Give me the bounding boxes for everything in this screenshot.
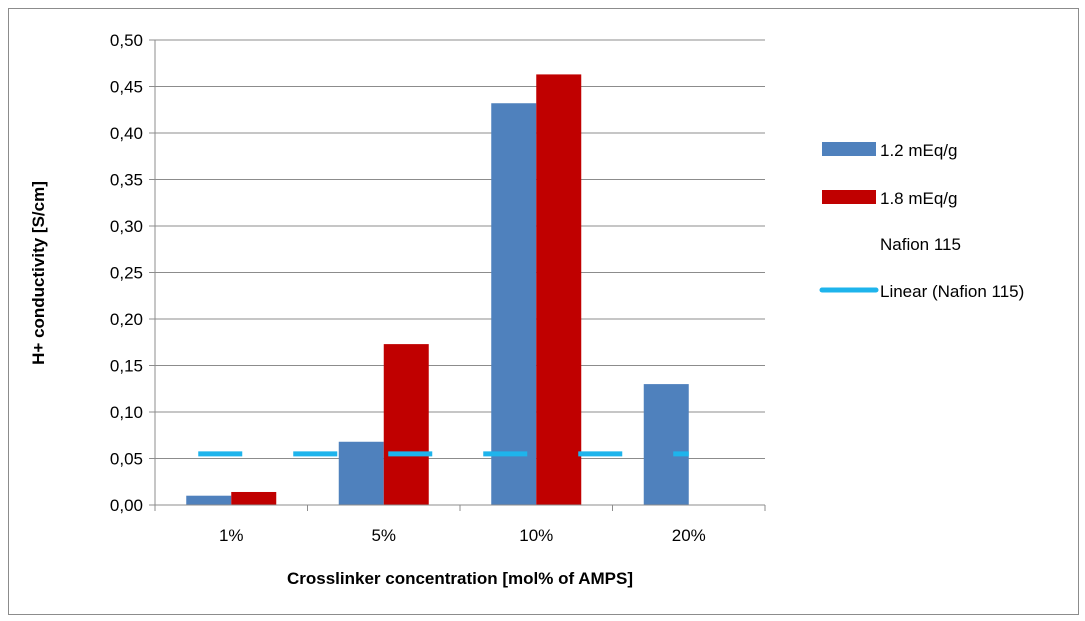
y-tick-label: 0,10 [110, 403, 143, 422]
y-tick-labels: 0,00 0,05 0,10 0,15 0,20 0,25 0,30 0,35 0,40 0,45… [110, 31, 143, 515]
legend: 1.2 mEq/g 1.8 mEq/g Nafion 115 Linear (N… [819, 141, 1024, 301]
y-axis-title: H+ conductivity [S/cm] [29, 181, 48, 365]
x-axis-title: Crosslinker concentration [mol% of AMPS] [287, 569, 633, 588]
x-tick-label: 10% [519, 526, 553, 545]
legend-swatch-1-8-meq [822, 190, 876, 204]
legend-label-linear-nafion: Linear (Nafion 115) [880, 282, 1024, 301]
bar [536, 74, 582, 505]
y-tick-label: 0,20 [110, 310, 143, 329]
legend-label-1-8-meq: 1.8 mEq/g [880, 189, 958, 208]
y-tick-label: 0,05 [110, 450, 143, 469]
legend-label-nafion: Nafion 115 [880, 235, 961, 254]
bar [383, 344, 429, 505]
x-tick-labels: 1% 5% 10% 20% [219, 526, 706, 545]
y-tick-label: 0,40 [110, 124, 143, 143]
bar [643, 384, 689, 505]
bars-group [186, 74, 689, 506]
y-tick-label: 0,45 [110, 78, 143, 97]
bar [491, 103, 537, 506]
x-tick-label: 1% [219, 526, 244, 545]
bar [186, 495, 232, 505]
x-tick-label: 5% [371, 526, 396, 545]
y-tick-label: 0,25 [110, 264, 143, 283]
legend-swatch-1-2-meq [822, 142, 876, 156]
axes-group [149, 39, 766, 511]
y-tick-label: 0,30 [110, 217, 143, 236]
y-tick-label: 0,50 [110, 31, 143, 50]
y-tick-label: 0,35 [110, 171, 143, 190]
y-tick-label: 0,00 [110, 496, 143, 515]
y-tick-label: 0,15 [110, 357, 143, 376]
legend-label-1-2-meq: 1.2 mEq/g [880, 141, 958, 160]
x-tick-label: 20% [672, 526, 706, 545]
bar [338, 441, 384, 505]
bar [231, 491, 277, 505]
